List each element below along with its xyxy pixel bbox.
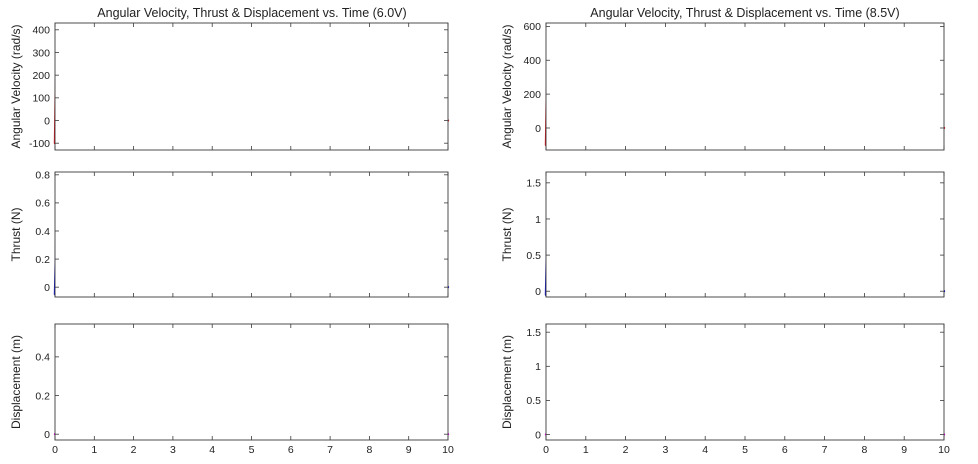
y-axis-label: Angular Velocity (rad/s) (500, 24, 514, 148)
y-tick-label: -100 (29, 138, 50, 150)
chart-0: Angular Velocity, Thrust & Displacement … (9, 6, 454, 456)
y-tick-label: 0.2 (35, 390, 50, 402)
y-tick-label: 0 (44, 115, 50, 127)
x-tick-label: 1 (91, 444, 97, 456)
y-tick-label: 0 (44, 282, 50, 294)
y-tick-label: 0.4 (35, 352, 50, 364)
axes-frame (545, 22, 945, 151)
y-tick-label: 0.5 (526, 395, 541, 407)
x-tick-label: 3 (662, 444, 668, 456)
y-tick-label: 0.4 (35, 226, 50, 238)
y-tick-label: 0.5 (526, 250, 541, 262)
x-tick-label: 4 (209, 444, 215, 456)
x-tick-label: 7 (822, 444, 828, 456)
y-tick-label: 1.5 (526, 327, 541, 339)
axes-frame (54, 22, 449, 151)
y-tick-label: 1 (535, 361, 541, 373)
x-tick-label: 10 (442, 444, 454, 456)
panel-2: 0 0.2 0.4 0 1 2 3 4 5 6 7 8 9 10 Displacement (m) (9, 323, 454, 456)
x-tick-label: 4 (702, 444, 708, 456)
chart-1: Angular Velocity, Thrust & Displacement … (500, 6, 950, 456)
x-tick-label: 2 (131, 444, 137, 456)
axes-frame (54, 171, 449, 298)
panel-1: 0 0.5 1 1.5 Thrust (N) (500, 171, 946, 298)
y-tick-label: 0.6 (35, 198, 50, 210)
axes-frame (545, 171, 945, 298)
x-tick-label: 10 (938, 444, 950, 456)
x-tick-label: 8 (861, 444, 867, 456)
x-tick-label: 6 (782, 444, 788, 456)
y-axis-label: Thrust (N) (500, 207, 514, 261)
panel-1: 0 0.2 0.4 0.6 0.8 Thrust (N) (9, 170, 450, 298)
chart-title: Angular Velocity, Thrust & Displacement … (97, 6, 406, 20)
axes-frame (545, 323, 945, 441)
axes-frame (54, 323, 449, 441)
y-tick-label: 0 (44, 429, 50, 441)
y-tick-label: 100 (32, 93, 50, 105)
x-tick-label: 5 (742, 444, 748, 456)
y-tick-label: 400 (32, 25, 50, 37)
y-axis-label: Thrust (N) (9, 207, 23, 261)
chart-title: Angular Velocity, Thrust & Displacement … (590, 6, 899, 20)
x-tick-label: 0 (52, 444, 58, 456)
x-tick-label: 7 (327, 444, 333, 456)
x-tick-label: 9 (901, 444, 907, 456)
y-tick-label: 0 (535, 429, 541, 441)
x-tick-label: 2 (623, 444, 629, 456)
x-tick-label: 9 (406, 444, 412, 456)
y-tick-label: 200 (32, 70, 50, 82)
x-tick-label: 0 (543, 444, 549, 456)
y-tick-label: 1.5 (526, 178, 541, 190)
y-tick-label: 300 (32, 47, 50, 59)
panel-0: -100 0 100 200 300 400 Angular Velocity (rad/s… (9, 22, 450, 151)
y-axis-label: Angular Velocity (rad/s) (9, 24, 23, 148)
y-tick-label: 0.2 (35, 254, 50, 266)
panel-0: 0 200 400 600 Angular Velocity (rad/s) (500, 21, 946, 151)
panel-2: 0 0.5 1 1.5 0 1 2 3 4 5 6 7 8 9 10 Displacement (m) (500, 323, 950, 456)
y-axis-label: Displacement (m) (9, 335, 23, 429)
y-tick-label: 0.8 (35, 170, 50, 182)
x-tick-label: 5 (249, 444, 255, 456)
y-tick-label: 0 (535, 286, 541, 298)
y-tick-label: 1 (535, 214, 541, 226)
y-axis-label: Displacement (m) (500, 335, 514, 429)
x-tick-label: 6 (288, 444, 294, 456)
y-tick-label: 600 (523, 21, 541, 33)
x-tick-label: 3 (170, 444, 176, 456)
y-tick-label: 400 (523, 55, 541, 67)
y-tick-label: 200 (523, 89, 541, 101)
y-tick-label: 0 (535, 123, 541, 135)
x-tick-label: 1 (583, 444, 589, 456)
x-tick-label: 8 (366, 444, 372, 456)
